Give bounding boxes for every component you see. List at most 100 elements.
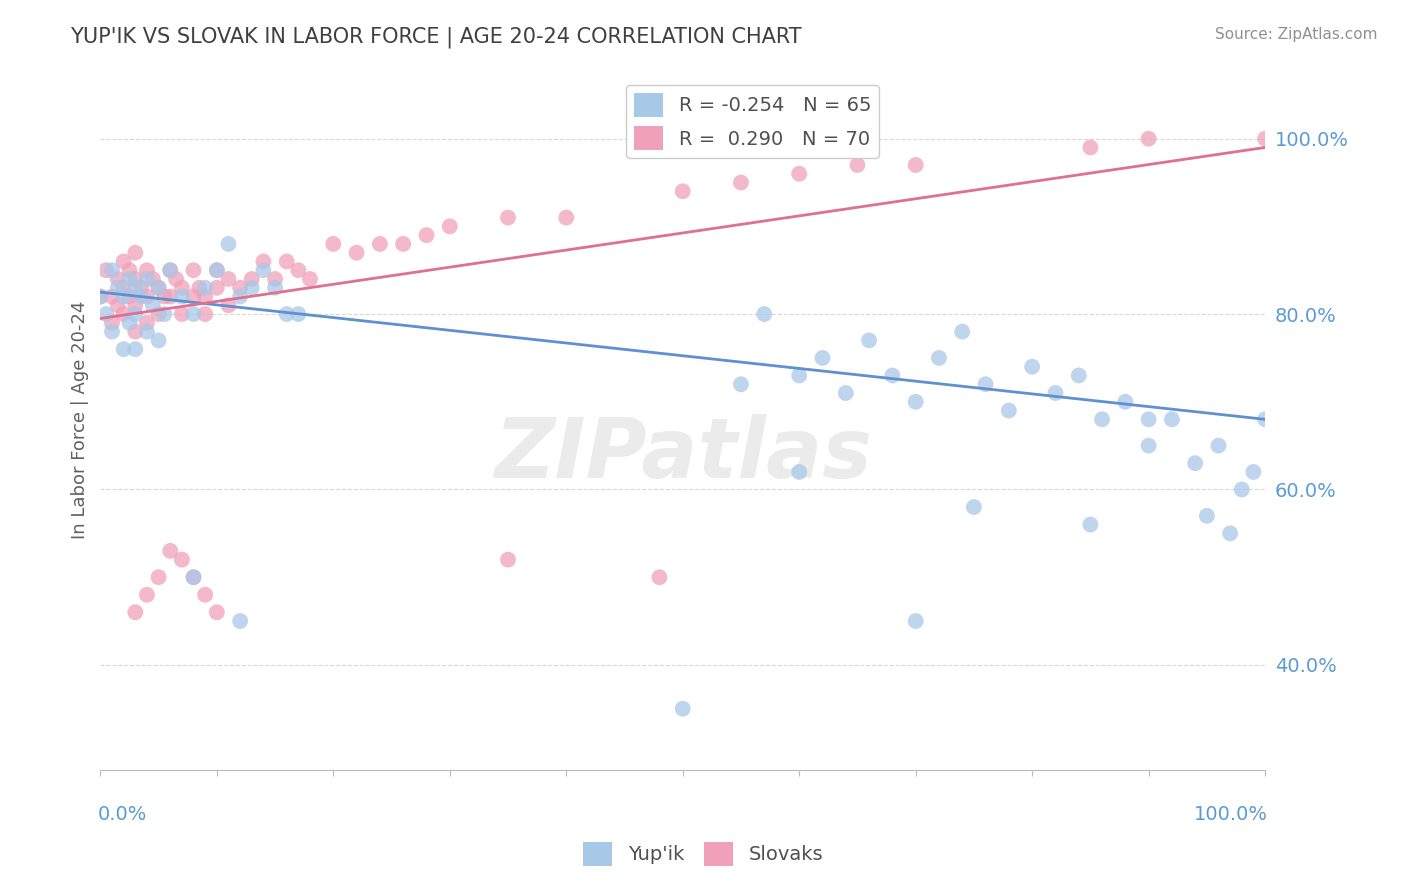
Point (264, 281, 287, 295)
Point (229, 289, 252, 303)
Point (672, 184, 695, 198)
Point (124, 272, 146, 286)
Point (730, 377, 752, 392)
Point (1045, 386, 1067, 401)
Point (904, 158, 927, 172)
Point (112, 289, 135, 303)
Point (205, 263, 228, 277)
Point (229, 281, 252, 295)
Point (287, 307, 309, 321)
Legend: Yup'ik, Slovaks: Yup'ik, Slovaks (575, 834, 831, 873)
Point (882, 368, 904, 383)
Point (124, 605, 146, 619)
Point (136, 325, 159, 339)
Point (1208, 439, 1230, 453)
Point (188, 281, 211, 295)
Point (136, 263, 159, 277)
Point (165, 272, 187, 286)
Point (287, 263, 309, 277)
Point (322, 236, 344, 251)
Point (439, 219, 461, 234)
Point (555, 211, 578, 225)
Point (101, 325, 124, 339)
Point (276, 254, 298, 268)
Point (194, 281, 217, 295)
Point (107, 298, 129, 312)
Point (136, 316, 159, 330)
Point (1184, 456, 1206, 470)
Point (217, 298, 239, 312)
Point (1114, 394, 1136, 409)
Point (124, 245, 146, 260)
Point (159, 263, 181, 277)
Point (159, 544, 181, 558)
Point (217, 236, 239, 251)
Point (118, 289, 141, 303)
Point (298, 272, 321, 286)
Point (101, 263, 124, 277)
Point (183, 570, 205, 584)
Point (96, 263, 118, 277)
Point (1243, 465, 1265, 479)
Text: Source: ZipAtlas.com: Source: ZipAtlas.com (1215, 27, 1378, 42)
Point (730, 176, 752, 190)
Point (118, 263, 141, 277)
Point (998, 403, 1021, 417)
Point (904, 614, 927, 628)
Point (124, 307, 146, 321)
Point (205, 605, 228, 619)
Point (1080, 517, 1102, 532)
Point (240, 281, 263, 295)
Point (101, 316, 124, 330)
Point (183, 289, 205, 303)
Y-axis label: In Labor Force | Age 20-24: In Labor Force | Age 20-24 (72, 300, 89, 539)
Point (148, 334, 170, 348)
Point (142, 298, 165, 312)
Point (170, 289, 193, 303)
Point (170, 307, 193, 321)
Point (112, 307, 135, 321)
Point (368, 236, 391, 251)
Point (787, 167, 810, 181)
Point (950, 325, 973, 339)
Point (118, 272, 141, 286)
Point (252, 263, 274, 277)
Point (194, 289, 217, 303)
Point (1254, 412, 1277, 426)
Point (252, 254, 274, 268)
Point (194, 307, 217, 321)
Point (148, 307, 170, 321)
Point (1067, 368, 1090, 383)
Point (170, 552, 193, 566)
Point (928, 351, 950, 365)
Point (264, 272, 287, 286)
Text: 100.0%: 100.0% (1194, 805, 1267, 824)
Point (496, 552, 519, 566)
Point (974, 377, 997, 392)
Point (1137, 131, 1160, 145)
Point (648, 570, 671, 584)
Point (118, 316, 141, 330)
Point (107, 272, 129, 286)
Point (1254, 131, 1277, 145)
Point (107, 281, 129, 295)
Point (858, 334, 880, 348)
Text: ZIPatlas: ZIPatlas (494, 414, 872, 495)
Point (159, 289, 181, 303)
Point (1080, 140, 1102, 154)
Point (89, 289, 111, 303)
Point (112, 342, 135, 356)
Point (142, 272, 165, 286)
Point (89, 289, 111, 303)
Point (183, 307, 205, 321)
Point (672, 702, 695, 716)
Point (124, 281, 146, 295)
Point (129, 289, 152, 303)
Point (346, 245, 368, 260)
Point (835, 386, 858, 401)
Point (159, 263, 181, 277)
Point (101, 289, 124, 303)
Point (124, 325, 146, 339)
Point (194, 588, 217, 602)
Point (240, 272, 263, 286)
